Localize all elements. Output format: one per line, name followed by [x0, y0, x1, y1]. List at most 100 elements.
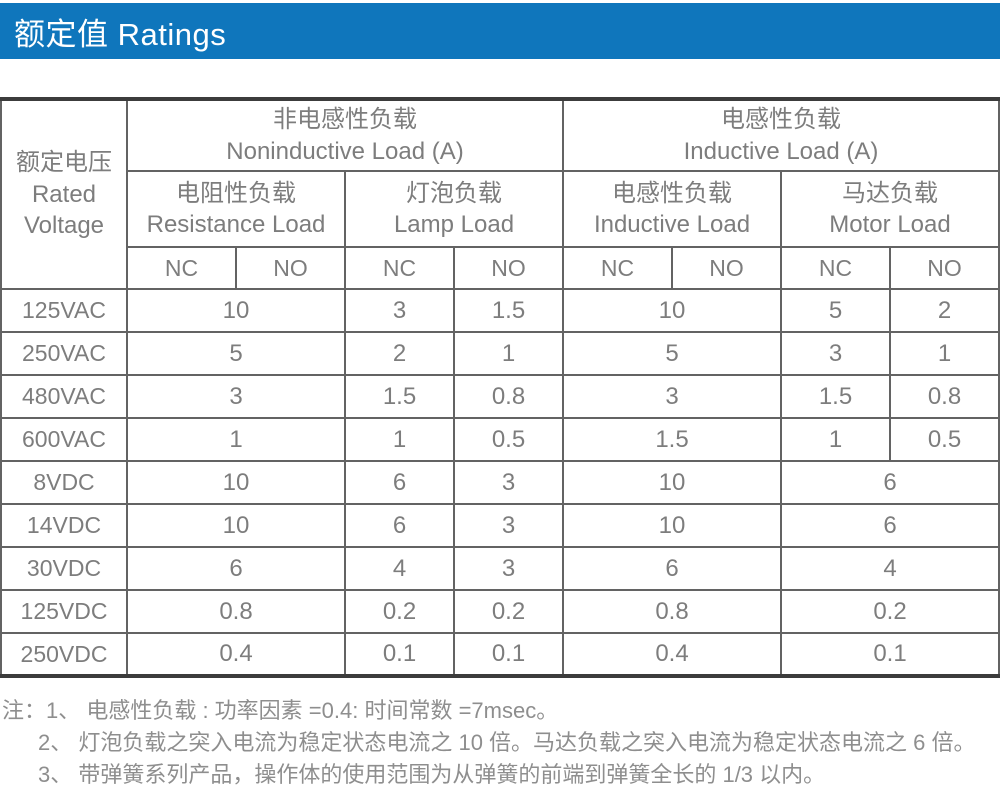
data-cell: 5 — [562, 331, 782, 376]
data-cell: 0.8 — [562, 589, 782, 634]
contact-header: NC — [344, 246, 455, 290]
group-header-en: Inductive Load (A) — [683, 137, 879, 165]
subgroup-header-motor-load: 马达负载 Motor Load — [780, 170, 1000, 248]
section-title-bar: 额定值 Ratings — [0, 3, 1000, 59]
page-title: 额定值 Ratings — [14, 16, 227, 52]
row-label: 125VDC — [0, 589, 128, 634]
table-row: 600VAC 1 1 0.5 1.5 1 0.5 — [0, 417, 1000, 462]
data-cell: 6 — [126, 546, 346, 591]
row-label: 30VDC — [0, 546, 128, 591]
data-cell: 6 — [562, 546, 782, 591]
data-cell: 0.4 — [562, 632, 782, 677]
subgroup-header-resistance-load: 电阻性负载 Resistance Load — [126, 170, 346, 248]
data-cell: 0.1 — [453, 632, 564, 677]
contact-header: NO — [235, 246, 346, 290]
table-row: 125VAC 10 3 1.5 10 5 2 — [0, 288, 1000, 333]
subgroup-header-lamp-load: 灯泡负载 Lamp Load — [344, 170, 564, 248]
row-label: 250VAC — [0, 331, 128, 376]
ratings-table-body: 125VAC 10 3 1.5 10 5 2 250VAC 5 2 1 5 3 1 480VAC 3 1.5 0.… — [0, 288, 1000, 677]
data-cell: 10 — [562, 503, 782, 548]
subgroup-header-zh: 马达负载 — [842, 179, 938, 207]
row-label: 125VAC — [0, 288, 128, 333]
ratings-table: 额定电压 Rated Voltage 非电感性负载 Noninductive L… — [0, 97, 1000, 678]
data-cell: 1 — [126, 417, 346, 462]
data-cell: 3 — [453, 460, 564, 505]
corner-header-en1: Rated — [31, 180, 97, 208]
subgroup-header-en: Lamp Load — [393, 211, 515, 238]
data-cell: 4 — [344, 546, 455, 591]
footnote-2: 2、 灯泡负载之突入电流为稳定状态电流之 10 倍。马达负载之突入电流为稳定状态… — [38, 730, 976, 755]
group-header-zh: 非电感性负载 — [273, 106, 417, 134]
group-header-inductive-load: 电感性负载 Inductive Load (A) — [562, 98, 1000, 172]
footnote-3: 3、 带弹簧系列产品，操作体的使用范围为从弹簧的前端到弹簧全长的 1/3 以内。 — [38, 762, 826, 787]
data-cell: 0.5 — [889, 417, 1000, 462]
subgroup-header-zh: 电感性负载 — [612, 179, 732, 207]
data-cell: 0.2 — [453, 589, 564, 634]
table-row: 250VAC 5 2 1 5 3 1 — [0, 331, 1000, 376]
row-label: 250VDC — [0, 632, 128, 677]
data-cell: 0.8 — [889, 374, 1000, 419]
data-cell: 5 — [126, 331, 346, 376]
data-cell: 1 — [344, 417, 455, 462]
data-cell: 2 — [344, 331, 455, 376]
subgroup-header-en: Motor Load — [829, 211, 951, 238]
table-row: 125VDC 0.8 0.2 0.2 0.8 0.2 — [0, 589, 1000, 634]
subgroup-header-en: Resistance Load — [146, 211, 326, 238]
corner-header-rated-voltage: 额定电压 Rated Voltage — [0, 98, 128, 290]
data-cell: 1.5 — [453, 288, 564, 333]
data-cell: 0.1 — [344, 632, 455, 677]
data-cell: 0.2 — [780, 589, 1000, 634]
data-cell: 3 — [126, 374, 346, 419]
contact-header: NC — [562, 246, 673, 290]
contact-header: NC — [780, 246, 891, 290]
data-cell: 10 — [562, 288, 782, 333]
data-cell: 3 — [453, 546, 564, 591]
subgroup-header-en: Inductive Load — [593, 211, 751, 238]
group-header-zh: 电感性负载 — [721, 106, 841, 134]
data-cell: 1 — [453, 331, 564, 376]
data-cell: 0.5 — [453, 417, 564, 462]
data-cell: 0.8 — [453, 374, 564, 419]
data-cell: 0.1 — [780, 632, 1000, 677]
footnotes: 注：1、 电感性负载 : 功率因素 =0.4: 时间常数 =7msec。 2、 … — [0, 695, 1000, 790]
footnote-1: 注：1、 电感性负载 : 功率因素 =0.4: 时间常数 =7msec。 — [2, 698, 559, 723]
data-cell: 3 — [344, 288, 455, 333]
subgroup-header-zh: 灯泡负载 — [406, 179, 502, 207]
data-cell: 1.5 — [344, 374, 455, 419]
group-header-noninductive-load: 非电感性负载 Noninductive Load (A) — [126, 98, 564, 172]
table-row: 8VDC 10 6 3 10 6 — [0, 460, 1000, 505]
data-cell: 3 — [562, 374, 782, 419]
subgroup-header-zh: 电阻性负载 — [176, 179, 296, 207]
data-cell: 6 — [344, 503, 455, 548]
data-cell: 0.4 — [126, 632, 346, 677]
row-label: 8VDC — [0, 460, 128, 505]
corner-header-zh: 额定电压 — [16, 148, 112, 176]
data-cell: 4 — [780, 546, 1000, 591]
data-cell: 10 — [562, 460, 782, 505]
data-cell: 3 — [453, 503, 564, 548]
row-label: 600VAC — [0, 417, 128, 462]
header-row-groups: 额定电压 Rated Voltage 非电感性负载 Noninductive L… — [0, 98, 1000, 290]
data-cell: 1 — [780, 417, 891, 462]
row-label: 480VAC — [0, 374, 128, 419]
data-cell: 1.5 — [780, 374, 891, 419]
header-row-subgroups: 电阻性负载 Resistance Load 灯泡负载 Lamp Load 电感性… — [1, 170, 1000, 248]
data-cell: 1 — [889, 331, 1000, 376]
data-cell: 10 — [126, 288, 346, 333]
row-label: 14VDC — [0, 503, 128, 548]
data-cell: 0.8 — [126, 589, 346, 634]
data-cell: 1.5 — [562, 417, 782, 462]
data-cell: 10 — [126, 503, 346, 548]
table-row: 30VDC 6 4 3 6 4 — [0, 546, 1000, 591]
data-cell: 0.2 — [344, 589, 455, 634]
table-row: 14VDC 10 6 3 10 6 — [0, 503, 1000, 548]
table-row: 480VAC 3 1.5 0.8 3 1.5 0.8 — [0, 374, 1000, 419]
data-cell: 5 — [780, 288, 891, 333]
data-cell: 6 — [780, 460, 1000, 505]
group-header-en: Noninductive Load (A) — [226, 137, 464, 165]
contact-header: NO — [671, 246, 782, 290]
contact-header: NC — [126, 246, 237, 290]
contact-header: NO — [453, 246, 564, 290]
data-cell: 6 — [344, 460, 455, 505]
data-cell: 2 — [889, 288, 1000, 333]
